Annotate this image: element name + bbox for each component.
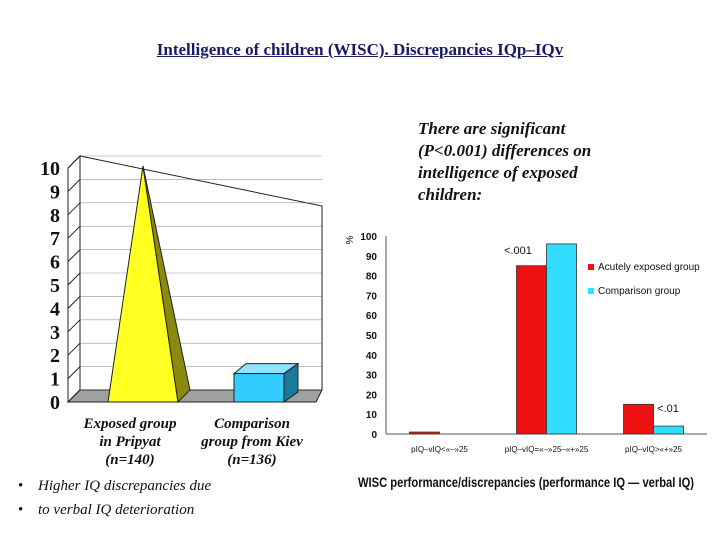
- y-gridline: [67, 366, 81, 379]
- y-axis-label: %: [345, 235, 356, 244]
- bullet-item: • Higher IQ discrepancies due: [18, 478, 211, 495]
- legend-label: Acutely exposed group: [598, 262, 700, 273]
- bullet-item: • to verbal IQ deterioration: [18, 502, 194, 519]
- x-tick-label: Comparison: [214, 416, 290, 432]
- y-tick-label: 0: [371, 430, 377, 441]
- y-tick-label: 8: [50, 205, 60, 227]
- y-tick-label: 10: [366, 410, 378, 421]
- y-tick-label: 5: [50, 275, 60, 297]
- y-tick-label: 30: [366, 371, 378, 382]
- bar-comparison-box: [233, 373, 285, 403]
- x-tick-label: in Pripyat: [99, 434, 161, 450]
- y-tick-label: 6: [50, 252, 60, 274]
- note-line: intelligence of exposed: [418, 163, 578, 182]
- y-tick-label: 7: [50, 228, 60, 250]
- y-tick-label: 1: [50, 369, 60, 391]
- y-tick-label: 40: [366, 351, 378, 362]
- x-tick-label: (n=140): [105, 452, 154, 468]
- bar-comparison: [653, 425, 684, 435]
- bullet-text: Higher IQ discrepancies due: [38, 478, 212, 494]
- note-line: (P<0.001) differences on: [418, 141, 592, 160]
- y-gridline: [67, 179, 81, 192]
- note-line: children:: [418, 185, 483, 204]
- x-tick-label: (n=136): [227, 452, 276, 468]
- bar-exposed: [623, 403, 654, 435]
- y-gridline: [67, 296, 81, 309]
- legend-swatch: [588, 264, 594, 270]
- bar-exposed: [409, 431, 440, 435]
- x-tick-label: group from Kiev: [200, 434, 303, 450]
- y-gridline: [67, 155, 81, 169]
- y-tick-label: 90: [366, 252, 378, 263]
- y-gridline: [67, 389, 81, 403]
- x-axis-label: WISC performance/discrepancies (performa…: [358, 474, 694, 490]
- page-title: Intelligence of children (WISC). Discrep…: [156, 40, 564, 59]
- y-tick-label: 50: [366, 331, 378, 342]
- y-gridline: [67, 272, 81, 286]
- y-tick-label: 0: [50, 392, 60, 414]
- significance-note: There are significant (P<0.001) differen…: [418, 118, 648, 206]
- y-gridline: [67, 249, 81, 262]
- x-tick-label: pIQ–vIQ<«–»25: [411, 445, 468, 454]
- y-tick-label: 20: [366, 390, 378, 401]
- bullet-icon: •: [18, 502, 24, 518]
- legend-label: Comparison group: [598, 286, 681, 297]
- y-tick-label: 2: [50, 345, 60, 367]
- note-line: There are significant: [418, 119, 566, 138]
- y-tick-label: 9: [50, 181, 60, 203]
- y-tick-label: 70: [366, 291, 378, 302]
- bar-exposed: [516, 265, 547, 435]
- significance-annotation: <.01: [657, 403, 679, 415]
- x-tick-label: pIQ–vIQ=«–»25–«+»25: [505, 445, 589, 454]
- y-gridline: [67, 342, 81, 356]
- y-gridline: [67, 319, 81, 333]
- y-gridline: [67, 225, 81, 239]
- x-tick-label: Exposed group: [83, 416, 177, 432]
- y-tick-label: 80: [366, 272, 378, 283]
- x-tick-label: pIQ–vIQ>«+»25: [625, 445, 682, 454]
- legend-swatch: [588, 288, 594, 294]
- significance-annotation: <.001: [504, 245, 532, 257]
- y-tick-label: 10: [40, 158, 60, 180]
- y-tick-label: 4: [50, 298, 60, 320]
- y-tick-label: 100: [360, 232, 377, 243]
- y-tick-label: 60: [366, 311, 378, 322]
- bullet-text: to verbal IQ deterioration: [38, 502, 195, 518]
- bullet-icon: •: [18, 478, 24, 494]
- y-gridline: [67, 202, 81, 216]
- y-tick-label: 3: [50, 322, 60, 344]
- bar-comparison: [546, 243, 577, 435]
- bar-exposed-pyramid-side: [142, 165, 191, 404]
